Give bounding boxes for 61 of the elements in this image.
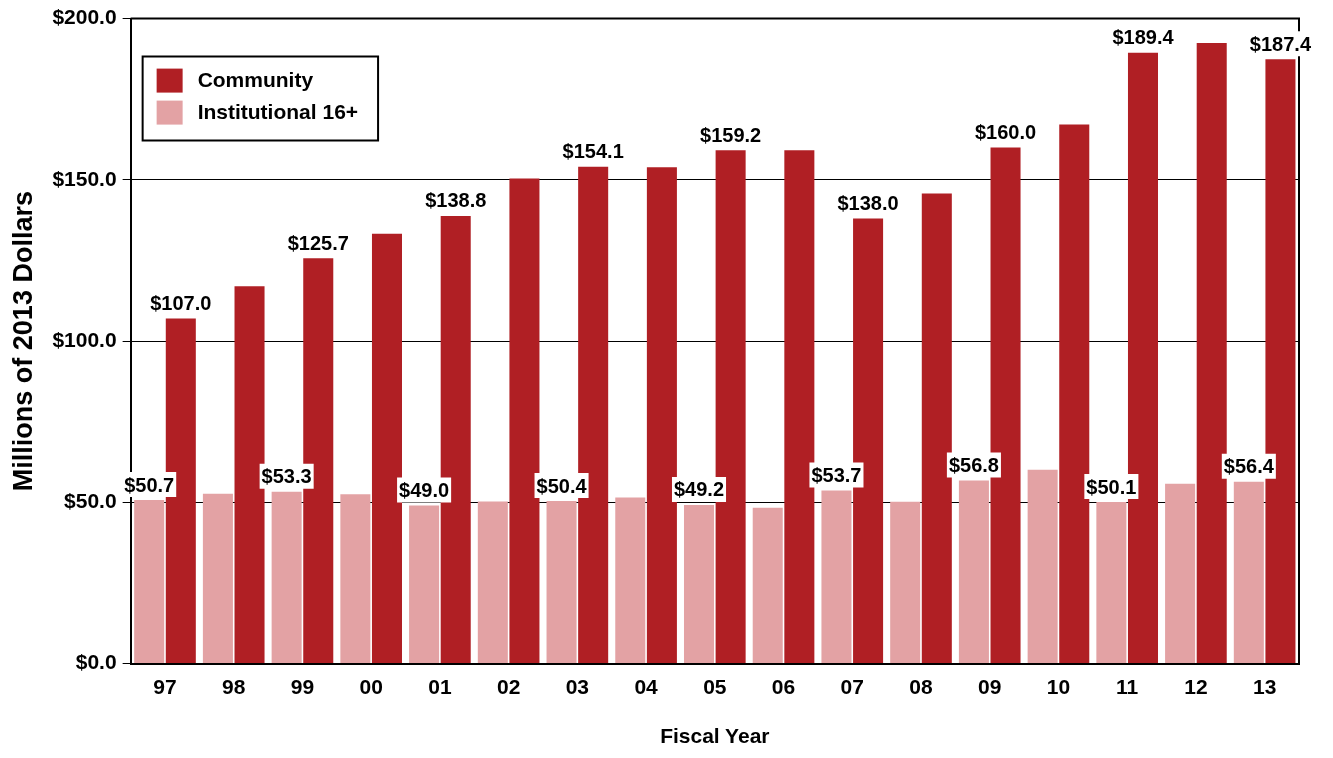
x-tick-label: 13: [1252, 675, 1277, 698]
data-label: $50.1: [1086, 475, 1137, 498]
x-tick-label: 04: [634, 675, 659, 698]
x-tick-label: 08: [909, 675, 933, 698]
bar: [958, 480, 989, 664]
data-label: $50.4: [536, 474, 588, 497]
x-tick-label: 98: [222, 675, 246, 698]
x-tick-label: 10: [1046, 675, 1071, 698]
data-label: $56.8: [948, 453, 999, 476]
data-label: $53.7: [811, 463, 862, 486]
data-label: $138.8: [425, 189, 487, 212]
x-tick-label: 97: [153, 675, 177, 698]
data-label: $125.7: [287, 231, 349, 254]
bar: [1096, 502, 1127, 664]
y-tick-label: $100.0: [52, 327, 117, 351]
x-tick-label: 01: [428, 675, 452, 698]
bar: [477, 501, 508, 664]
data-label: $107.0: [150, 292, 212, 315]
legend-label: Community: [197, 68, 314, 92]
bar: [546, 501, 577, 664]
data-label: $49.2: [673, 478, 725, 501]
data-label: $138.0: [837, 192, 899, 215]
bar: [1027, 469, 1058, 664]
x-tick-label: 03: [565, 675, 590, 698]
y-tick-label: $0.0: [75, 650, 117, 674]
y-tick-label: $150.0: [52, 166, 117, 190]
data-label: $56.4: [1223, 455, 1275, 478]
bar: [340, 494, 371, 664]
x-tick-label: 07: [840, 675, 864, 698]
x-axis-title: Fiscal Year: [660, 724, 770, 748]
data-label: $159.2: [700, 123, 762, 146]
bar: [409, 505, 440, 664]
bar: [615, 497, 646, 664]
x-tick-label: 11: [1116, 675, 1139, 698]
x-tick-label: 12: [1184, 675, 1208, 698]
bar: [202, 493, 233, 664]
bar: [1233, 481, 1264, 664]
x-tick-label: 09: [978, 675, 1002, 698]
x-tick-label: 06: [771, 675, 796, 698]
bar: [890, 501, 921, 664]
bar: [683, 504, 715, 664]
x-tick-label: 05: [703, 675, 727, 698]
data-label: $187.4: [1249, 32, 1312, 55]
data-label: $49.0: [399, 479, 450, 502]
data-label: $50.7: [124, 473, 175, 496]
y-tick-label: $200.0: [52, 5, 117, 29]
y-tick-label: $50.0: [64, 489, 117, 513]
bar: [752, 507, 783, 664]
bar: [134, 500, 165, 664]
data-label: $160.0: [974, 121, 1037, 144]
data-label: $154.1: [562, 140, 624, 163]
x-tick-label: 00: [359, 675, 383, 698]
data-label: $189.4: [1112, 26, 1175, 49]
bar: [1165, 483, 1196, 664]
y-axis-title: Millions of 2013 Dollars: [7, 191, 38, 492]
bar: [821, 490, 852, 664]
bar: [271, 491, 302, 664]
legend-label: Institutional 16+: [197, 100, 359, 124]
data-label: $53.3: [261, 465, 312, 488]
x-tick-label: 02: [496, 675, 521, 698]
x-tick-label: 99: [290, 675, 315, 698]
